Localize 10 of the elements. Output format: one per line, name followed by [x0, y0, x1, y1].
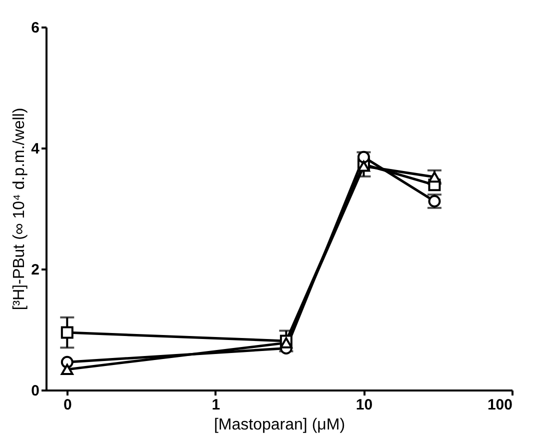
x-tick-label: 100	[487, 396, 512, 414]
x-axis-title: [Mastoparan] (μM)	[214, 416, 346, 434]
x-tick-label: 0	[63, 396, 72, 414]
y-axis-title: [³H]-PBut (∞ 10⁴ d.p.m./well)	[11, 108, 28, 310]
y-tick-label: 6	[31, 20, 40, 36]
y-tick-label: 0	[31, 382, 40, 400]
x-tick-label: 10	[356, 396, 373, 414]
x-tick-label: 1	[212, 396, 220, 414]
y-tick-label: 2	[31, 262, 40, 278]
y-tick-label: 4	[31, 140, 40, 158]
